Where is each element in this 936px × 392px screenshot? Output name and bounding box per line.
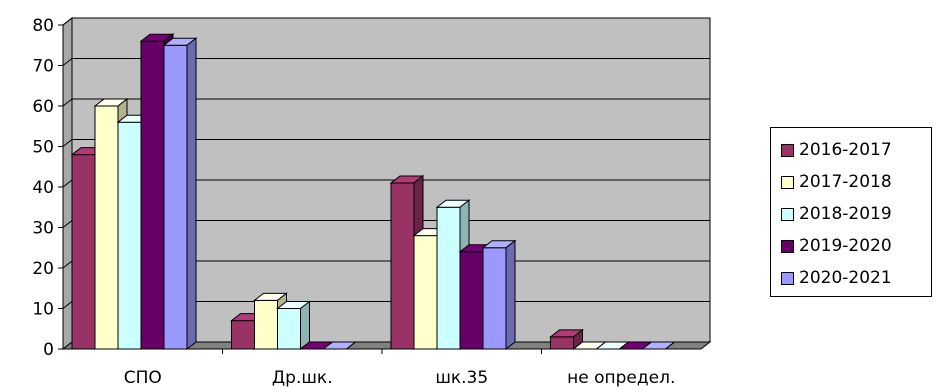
- bar-front: [391, 183, 414, 349]
- y-tick-label: 60: [32, 97, 54, 117]
- legend-swatch: [781, 144, 794, 157]
- legend-label: 2017-2018: [799, 172, 892, 192]
- legend-label: 2020-2021: [799, 268, 892, 288]
- bar-front: [255, 300, 278, 349]
- legend-swatch: [781, 240, 794, 253]
- bar-front: [232, 321, 255, 349]
- bar-front: [118, 122, 141, 349]
- bar-side: [301, 302, 310, 350]
- legend-item: 2016-2017: [781, 134, 931, 166]
- legend-item: 2020-2021: [781, 262, 931, 294]
- y-tick-label: 40: [32, 178, 54, 198]
- y-tick-label: 0: [43, 340, 54, 360]
- bar-front: [141, 41, 164, 349]
- bar-front: [483, 248, 506, 349]
- legend-swatch: [781, 176, 794, 189]
- x-tick-label: шк.35: [435, 368, 488, 388]
- legend-swatch: [781, 272, 794, 285]
- legend-label: 2018-2019: [799, 204, 892, 224]
- y-tick-label: 70: [32, 57, 54, 77]
- bar-front: [95, 106, 118, 349]
- y-tick-label: 20: [32, 259, 54, 279]
- bar-front: [72, 155, 95, 349]
- legend-label: 2019-2020: [799, 236, 892, 256]
- bar-side: [187, 38, 196, 349]
- x-tick-label: СПО: [124, 368, 162, 388]
- legend: 2016-2017 2017-2018 2018-2019 2019-2020 2020…: [770, 127, 932, 297]
- legend-swatch: [781, 208, 794, 221]
- bar-front: [414, 236, 437, 349]
- y-tick-label: 80: [32, 16, 54, 36]
- bar-front: [551, 337, 574, 349]
- bar-front: [164, 45, 187, 349]
- y-tick-label: 30: [32, 219, 54, 239]
- bar-front: [437, 207, 460, 349]
- bar-side: [506, 241, 515, 349]
- legend-item: 2017-2018: [781, 166, 931, 198]
- y-tick-label: 50: [32, 138, 54, 158]
- x-tick-label: Др.шк.: [272, 368, 333, 388]
- y-tick-label: 10: [32, 300, 54, 320]
- legend-label: 2016-2017: [799, 140, 892, 160]
- legend-item: 2018-2019: [781, 198, 931, 230]
- bar-front: [460, 252, 483, 349]
- legend-item: 2019-2020: [781, 230, 931, 262]
- x-tick-label: не определ.: [567, 368, 675, 388]
- bar-front: [278, 309, 301, 350]
